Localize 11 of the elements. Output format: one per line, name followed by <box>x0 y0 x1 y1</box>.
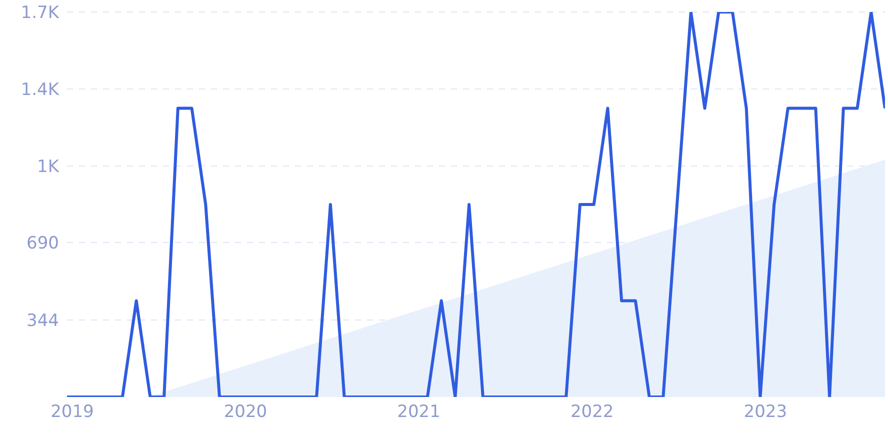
x-tick-label: 2019 <box>50 402 94 422</box>
y-tick-label: 344 <box>26 311 59 332</box>
y-tick-label: 1K <box>37 157 60 178</box>
x-tick-label: 2023 <box>744 402 788 422</box>
x-tick-label: 2020 <box>224 402 268 422</box>
x-tick-label: 2021 <box>397 402 440 422</box>
x-tick-label: 2022 <box>570 402 614 422</box>
y-tick-label: 1.7K <box>20 3 60 24</box>
y-tick-label: 690 <box>26 234 59 254</box>
y-tick-label: 1.4K <box>20 80 60 100</box>
line-series <box>67 12 885 397</box>
